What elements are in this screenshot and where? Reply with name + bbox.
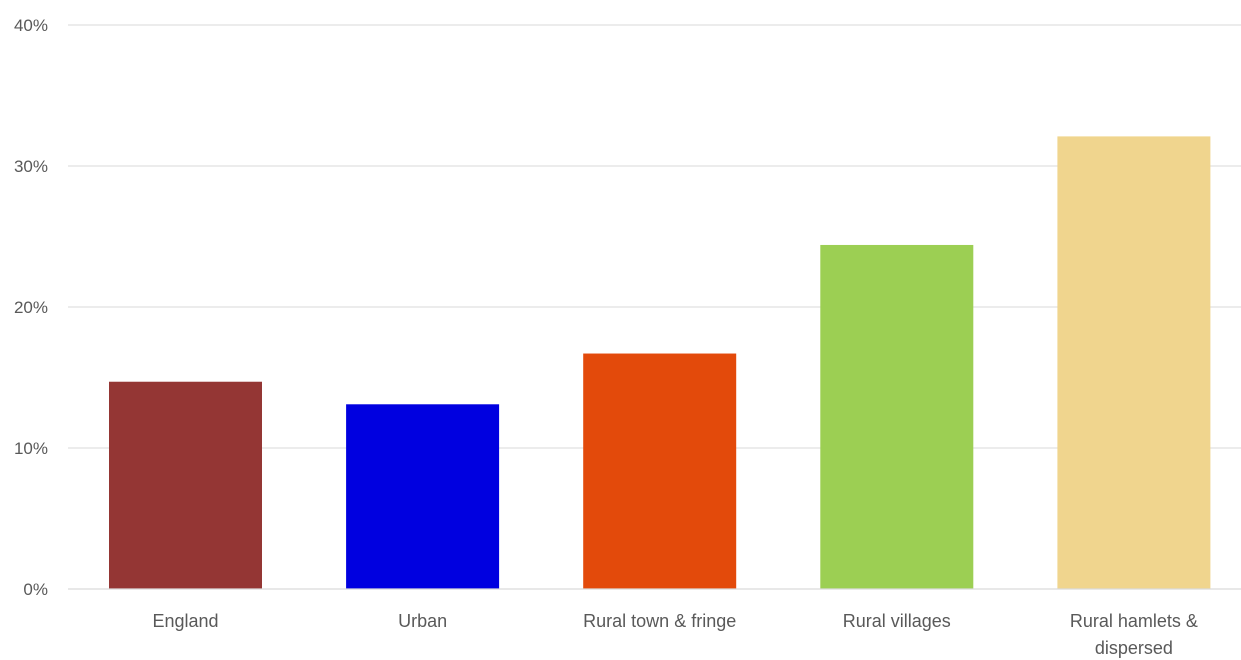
y-tick-label: 0% <box>23 580 48 599</box>
x-tick-label: Urban <box>398 611 447 631</box>
x-tick-label-line: England <box>152 611 218 631</box>
y-tick-label: 30% <box>14 157 48 176</box>
x-axis-labels: England Urban Rural town & fringe Rural vil… <box>152 611 1197 658</box>
y-tick-label: 20% <box>14 298 48 317</box>
bar <box>346 404 500 589</box>
bar <box>1057 136 1211 589</box>
x-tick-label: Rural town & fringe <box>583 611 736 631</box>
bars <box>109 136 1211 589</box>
x-tick-label-line: Rural town & fringe <box>583 611 736 631</box>
bar <box>820 244 974 589</box>
y-tick-label: 40% <box>14 16 48 35</box>
x-tick-label-line: Rural villages <box>843 611 951 631</box>
x-tick-label: Rural hamlets & dispersed <box>1070 611 1198 658</box>
y-tick-label: 10% <box>14 439 48 458</box>
x-tick-label-line: dispersed <box>1095 638 1173 658</box>
bar <box>583 353 737 589</box>
bar <box>109 381 262 589</box>
x-tick-label-line: Rural hamlets & <box>1070 611 1198 631</box>
y-axis-ticks: 0% 10% 20% 30% 40% <box>14 16 48 599</box>
x-tick-label: England <box>152 611 218 631</box>
x-tick-label-line: Urban <box>398 611 447 631</box>
x-tick-label: Rural villages <box>843 611 951 631</box>
